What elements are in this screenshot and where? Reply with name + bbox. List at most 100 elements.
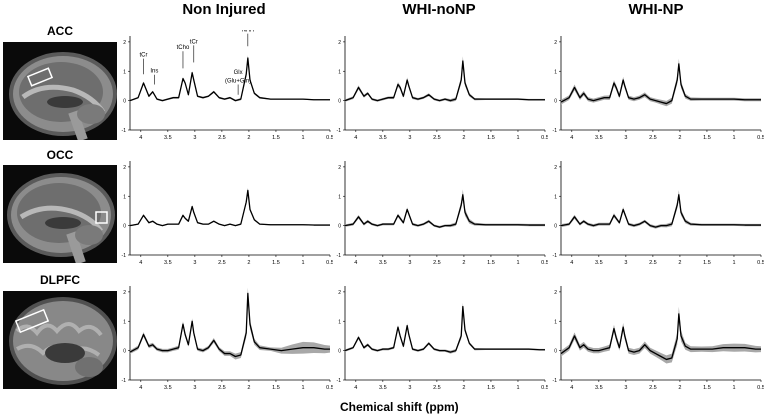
- mean-spectrum-dlpfc-whi-np: [560, 313, 761, 361]
- y-tick-label: -1: [122, 378, 127, 384]
- x-tick-label: 2: [678, 385, 681, 391]
- sd-band-dlpfc-whi-nonp: [345, 302, 545, 354]
- x-tick-label: 3: [624, 135, 627, 141]
- y-tick-label: 2: [554, 290, 557, 296]
- x-tick-label: 2: [678, 260, 681, 266]
- annotation-tcho: tCho: [177, 45, 190, 51]
- y-tick-label: 0: [123, 99, 126, 105]
- x-tick-label: 3: [408, 260, 411, 266]
- x-tick-label: 3.5: [595, 260, 603, 266]
- x-tick-label: 1: [516, 135, 519, 141]
- y-tick-label: -1: [553, 253, 558, 259]
- y-tick-label: 1: [338, 69, 341, 75]
- spectrum-panel-acc-whi-nonp: 2 1 0 -1 4 3.5 3 2.5 2 1.5 1 0.5: [333, 30, 549, 148]
- row-title-occ: OCC: [46, 148, 74, 162]
- spectrum-panel-dlpfc-non-injured: 2 1 0 -1 4 3.5 3 2.5 2 1.5 1 0.5: [118, 280, 334, 398]
- spectrum-panel-occ-whi-nonp: 2 1 0 -1 4 3.5 3 2.5 2 1.5 1 0.5: [333, 155, 549, 273]
- roi-box-dlpfc: [14, 308, 50, 334]
- x-tick-label: 1.5: [487, 135, 495, 141]
- row-title-acc: ACC: [47, 24, 73, 38]
- x-tick-label: 3.5: [595, 385, 603, 391]
- y-tick-label: 0: [338, 99, 341, 105]
- x-tick-label: 3.5: [379, 135, 387, 141]
- mri-image-acc: [3, 42, 117, 140]
- y-tick-label: 1: [554, 319, 557, 325]
- x-tick-label: 1.5: [703, 260, 711, 266]
- x-tick-label: 4: [354, 135, 357, 141]
- y-tick-label: -1: [553, 378, 558, 384]
- mean-spectrum-dlpfc-whi-nonp: [344, 305, 545, 353]
- x-tick-label: 2: [678, 135, 681, 141]
- y-tick-label: 1: [554, 69, 557, 75]
- y-tick-label: 1: [123, 194, 126, 200]
- x-tick-label: 2.5: [218, 135, 226, 141]
- y-tick-label: 0: [554, 224, 557, 230]
- mri-image-occ: [3, 165, 117, 263]
- x-tick-label: 2.5: [433, 260, 441, 266]
- annotation-glx: Glx: [234, 70, 243, 76]
- x-tick-label: 2: [462, 135, 465, 141]
- y-tick-label: 2: [338, 40, 341, 46]
- spectrum-panel-occ-whi-np: 2 1 0 -1 4 3.5 3 2.5 2 1.5 1 0.5: [549, 155, 765, 273]
- x-tick-label: 1.5: [487, 385, 495, 391]
- x-tick-label: 1.5: [272, 135, 280, 141]
- x-tick-label: 1.5: [272, 385, 280, 391]
- x-tick-label: 2.5: [433, 385, 441, 391]
- spectrum-panel-acc-whi-np: 2 1 0 -1 4 3.5 3 2.5 2 1.5 1 0.5: [549, 30, 765, 148]
- x-tick-label: 4: [570, 385, 573, 391]
- annotation-ins: Ins: [150, 69, 158, 75]
- y-tick-label: -1: [337, 128, 342, 134]
- x-tick-label: 3.5: [595, 135, 603, 141]
- x-tick-label: 4: [570, 135, 573, 141]
- x-tick-label: 0.5: [541, 260, 548, 266]
- mean-spectrum-acc-whi-nonp: [344, 60, 545, 102]
- x-tick-label: 4: [570, 260, 573, 266]
- x-tick-label: 0.5: [757, 385, 764, 391]
- mean-spectrum-occ-non-injured: [129, 189, 330, 227]
- x-tick-label: 1: [732, 135, 735, 141]
- x-tick-label: 0.5: [326, 385, 333, 391]
- mean-spectrum-occ-whi-np: [560, 194, 761, 228]
- x-tick-label: 1.5: [272, 260, 280, 266]
- x-tick-label: 0.5: [541, 135, 548, 141]
- x-tick-label: 3: [193, 385, 196, 391]
- y-tick-label: 0: [554, 99, 557, 105]
- y-tick-label: 2: [554, 165, 557, 171]
- x-tick-label: 1: [732, 385, 735, 391]
- x-tick-label: 3: [408, 135, 411, 141]
- x-tick-label: 0.5: [326, 135, 333, 141]
- y-tick-label: 1: [123, 319, 126, 325]
- y-tick-label: 0: [123, 224, 126, 230]
- x-axis-title: Chemical shift (ppm): [340, 400, 459, 414]
- mean-spectrum-occ-whi-nonp: [344, 194, 545, 228]
- y-tick-label: 0: [123, 349, 126, 355]
- sd-band-acc-whi-nonp: [345, 56, 545, 103]
- x-tick-label: 0.5: [541, 385, 548, 391]
- x-tick-label: 2.5: [649, 135, 657, 141]
- x-tick-label: 2: [247, 260, 250, 266]
- x-tick-label: 3: [193, 135, 196, 141]
- y-tick-label: -1: [122, 253, 127, 259]
- x-tick-label: 4: [139, 135, 142, 141]
- y-tick-label: 2: [123, 290, 126, 296]
- mean-spectrum-dlpfc-non-injured: [129, 292, 330, 358]
- x-tick-label: 4: [354, 260, 357, 266]
- x-tick-label: 0.5: [757, 135, 764, 141]
- y-tick-label: 2: [123, 40, 126, 46]
- x-tick-label: 2.5: [649, 385, 657, 391]
- y-tick-label: 0: [554, 349, 557, 355]
- roi-box-occ: [95, 211, 108, 224]
- spectrum-panel-dlpfc-whi-nonp: 2 1 0 -1 4 3.5 3 2.5 2 1.5 1 0.5: [333, 280, 549, 398]
- y-tick-label: 1: [338, 319, 341, 325]
- x-tick-label: 4: [139, 260, 142, 266]
- x-tick-label: 1: [516, 260, 519, 266]
- x-tick-label: 1.5: [487, 260, 495, 266]
- x-tick-label: 2.5: [218, 385, 226, 391]
- x-tick-label: 2.5: [649, 260, 657, 266]
- x-tick-label: 3: [624, 385, 627, 391]
- x-tick-label: 2: [247, 385, 250, 391]
- spectrum-panel-occ-non-injured: 2 1 0 -1 4 3.5 3 2.5 2 1.5 1 0.5: [118, 155, 334, 273]
- x-tick-label: 1.5: [703, 135, 711, 141]
- x-tick-label: 2.5: [433, 135, 441, 141]
- column-title-non-injured: Non Injured: [182, 1, 266, 18]
